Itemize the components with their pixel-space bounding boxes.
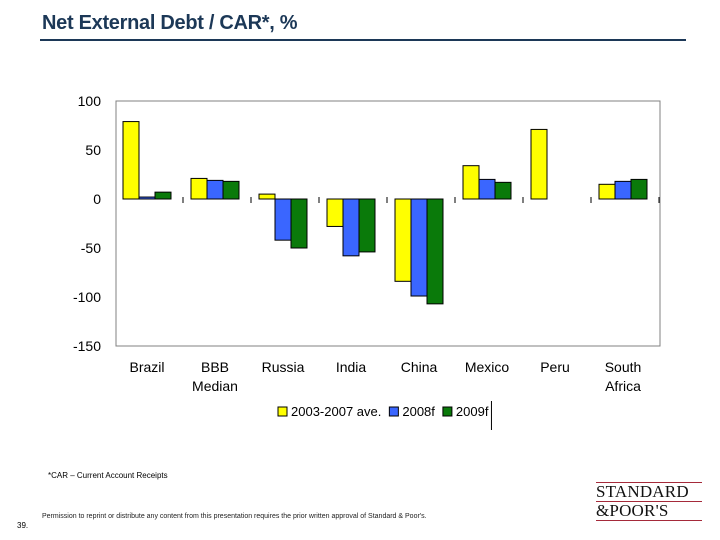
legend-label: 2008f [402,404,435,419]
x-category-label: China [401,359,438,375]
bar-india-2008f [342,198,360,257]
legend-label: 2009f [456,404,489,419]
logo-line-1: STANDARD [596,482,689,501]
bar-brazil-2009f [154,191,172,200]
bar-brazil-2003-2007-ave- [122,121,140,200]
bar-mexico-2008f [478,178,496,200]
bar-peru-2003-2007-ave- [530,128,548,200]
logo-rule-bottom [596,520,702,521]
bar-china-2009f [426,198,444,305]
logo-rule-middle [596,501,702,502]
title-underline [40,39,686,41]
bar-chart: 100 50 0 -50 -100 -150 Brazil BBB Median Russia I… [73,93,661,430]
legend-swatch [388,406,399,417]
legend-swatch [442,406,453,417]
footnote: *CAR – Current Account Receipts [48,471,168,480]
bar-south-africa-2003-2007-ave- [598,183,616,200]
y-tick-label: -100 [73,289,101,305]
bar-india-2009f [358,198,376,253]
y-tick-label: -150 [73,338,101,354]
x-category-label: Mexico [465,359,510,375]
x-category-label: Median [192,378,238,394]
bar-mexico-2009f [494,181,512,200]
bar-russia-2003-2007-ave- [258,193,276,200]
bar-russia-2009f [290,198,308,249]
y-tick-label: -50 [81,240,101,256]
standard-poors-logo: STANDARD &POOR'S [596,482,706,521]
x-category-label: Russia [262,359,305,375]
x-category-label: India [336,359,367,375]
bar-south-africa-2009f [630,178,648,200]
bar-brazil-2008f [138,196,156,200]
logo-line-2: &POOR'S [596,501,669,520]
bar-bbb-median-2009f [222,180,240,200]
bar-south-africa-2008f [614,180,632,200]
bar-mexico-2003-2007-ave- [462,165,480,200]
y-tick-label: 100 [78,93,102,109]
y-tick-label: 0 [93,191,101,207]
bar-china-2008f [410,198,428,297]
bar-india-2003-2007-ave- [326,198,344,227]
permission-notice: Permission to reprint or distribute any … [42,513,427,520]
bar-bbb-median-2008f [206,179,224,200]
logo-rule-top [596,482,702,483]
legend-swatch [277,406,288,417]
x-category-label: BBB [201,359,229,375]
bar-russia-2008f [274,198,292,241]
y-axis-ticks: 100 50 0 -50 -100 -150 [73,93,101,354]
legend: 2003-2007 ave. 2008f 2009f [277,401,492,430]
x-axis-labels: Brazil BBB Median Russia India China Mexico Per… [129,359,641,394]
page-number: 39. [17,521,29,530]
x-category-label: Africa [605,378,641,394]
plot-area [115,100,661,347]
bar-china-2003-2007-ave- [394,198,412,282]
legend-label: 2003-2007 ave. [291,404,381,419]
x-category-label: Peru [540,359,570,375]
bars-group [122,121,660,305]
x-category-label: Brazil [129,359,164,375]
y-tick-label: 50 [85,142,101,158]
page-title: Net External Debt / CAR*, % [42,12,298,34]
bar-bbb-median-2003-2007-ave- [190,177,208,200]
x-category-label: South [605,359,642,375]
